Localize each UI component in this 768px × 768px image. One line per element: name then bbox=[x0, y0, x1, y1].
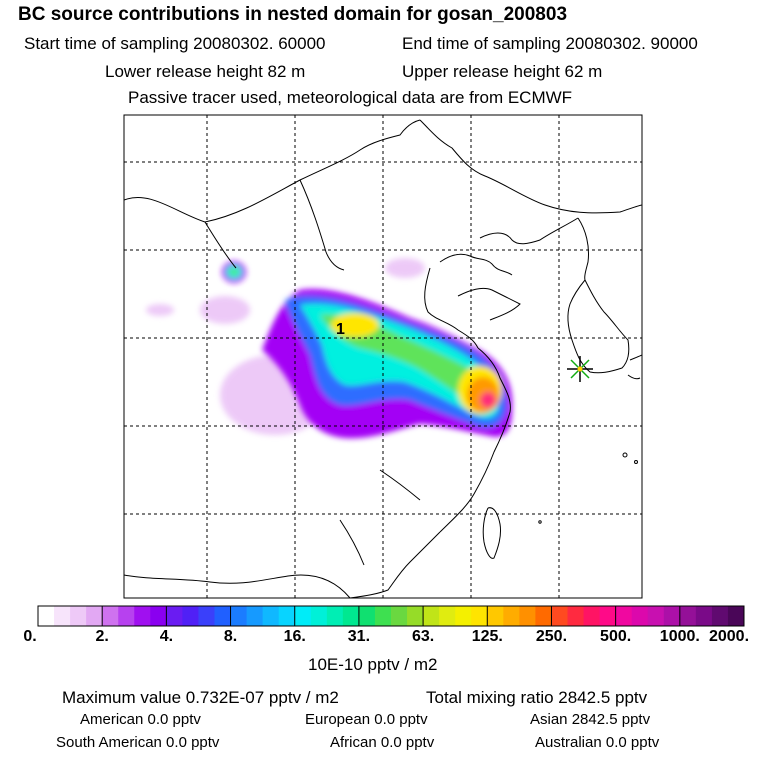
colorbar-swatch bbox=[599, 606, 617, 626]
colorbar-swatch bbox=[374, 606, 392, 626]
colorbar-tick-label: 1000. bbox=[659, 628, 700, 645]
plume-hot-spot bbox=[480, 392, 496, 408]
colorbar-tick-label: 4. bbox=[159, 628, 174, 645]
colorbar-swatch bbox=[423, 606, 440, 626]
plume-fringe-north bbox=[385, 258, 425, 278]
colorbar-swatch bbox=[54, 606, 71, 626]
colorbar-swatch bbox=[455, 606, 472, 626]
colorbar-swatch bbox=[487, 606, 504, 626]
colorbar-swatch bbox=[246, 606, 264, 626]
colorbar-swatch bbox=[615, 606, 633, 626]
colorbar-swatch bbox=[134, 606, 151, 626]
page-title: BC source contributions in nested domain… bbox=[18, 4, 568, 25]
colorbar-swatch bbox=[262, 606, 280, 626]
colorbar-swatch bbox=[551, 606, 568, 626]
colorbar-swatch bbox=[567, 606, 585, 626]
plume-fringe-far-west bbox=[146, 304, 174, 316]
total-mixing-ratio: Total mixing ratio 2842.5 pptv bbox=[426, 688, 648, 707]
colorbar-swatch bbox=[439, 606, 456, 626]
plume-yellow-core bbox=[331, 313, 379, 337]
colorbar-tick-label: 0. bbox=[23, 628, 37, 645]
grid-lines bbox=[124, 115, 642, 598]
colorbar-swatch bbox=[118, 606, 135, 626]
colorbar-tick-label: 500. bbox=[600, 628, 632, 645]
colorbar-swatch bbox=[230, 606, 248, 626]
colorbar-tick-label: 250. bbox=[535, 628, 568, 645]
start-time-label: Start time of sampling 20080302. 60000 bbox=[24, 34, 326, 53]
colorbar-swatch bbox=[326, 606, 344, 626]
plume-isolated-core bbox=[230, 269, 238, 275]
colorbar-tick-label: 16. bbox=[283, 628, 306, 645]
colorbar-swatch bbox=[519, 606, 536, 626]
colorbar-swatch bbox=[727, 606, 745, 626]
colorbar-swatch bbox=[278, 606, 296, 626]
colorbar-units: 10E-10 pptv / m2 bbox=[308, 655, 438, 674]
plume-fringe-patch bbox=[200, 296, 250, 324]
colorbar bbox=[37, 605, 745, 627]
european-contribution: European 0.0 pptv bbox=[305, 711, 428, 728]
colorbar-swatch bbox=[166, 606, 183, 626]
colorbar-swatch bbox=[391, 606, 408, 626]
south-american-contribution: South American 0.0 pptv bbox=[56, 734, 220, 751]
colorbar-swatch bbox=[150, 606, 167, 626]
colorbar-tick-label: 8. bbox=[223, 628, 238, 645]
lower-release-label: Lower release height 82 m bbox=[105, 62, 306, 81]
asian-contribution: Asian 2842.5 pptv bbox=[530, 711, 651, 728]
american-contribution: American 0.0 pptv bbox=[80, 711, 201, 728]
colorbar-swatch bbox=[695, 606, 713, 626]
map-frame bbox=[123, 114, 643, 599]
upper-release-label: Upper release height 62 m bbox=[402, 62, 603, 81]
end-time-label: End time of sampling 20080302. 90000 bbox=[402, 34, 698, 53]
colorbar-swatch bbox=[70, 606, 87, 626]
tracer-note: Passive tracer used, meteorological data… bbox=[128, 88, 573, 107]
colorbar-swatch bbox=[631, 606, 649, 626]
colorbar-swatch bbox=[679, 606, 697, 626]
colorbar-tick-label: 2. bbox=[95, 628, 109, 645]
plume-layer bbox=[146, 258, 513, 439]
colorbar-frame bbox=[37, 605, 745, 627]
colorbar-swatch bbox=[86, 606, 103, 626]
colorbar-tick-label: 31. bbox=[347, 628, 371, 645]
colorbar-tick-label: 63. bbox=[411, 628, 435, 645]
colorbar-swatch bbox=[535, 606, 552, 626]
colorbar-swatch bbox=[102, 606, 119, 626]
maximum-value: Maximum value 0.732E-07 pptv / m2 bbox=[62, 688, 339, 707]
colorbar-swatch bbox=[342, 606, 360, 626]
colorbar-swatch bbox=[407, 606, 424, 626]
source-marker-label: 1 bbox=[336, 321, 345, 338]
receptor-star-icon bbox=[567, 356, 593, 382]
colorbar-swatch bbox=[663, 606, 681, 626]
colorbar-swatch bbox=[358, 606, 376, 626]
colorbar-swatch bbox=[583, 606, 601, 626]
colorbar-swatch bbox=[647, 606, 665, 626]
colorbar-swatch bbox=[214, 606, 232, 626]
coastline-layer bbox=[124, 119, 642, 598]
colorbar-swatch bbox=[38, 606, 55, 626]
african-contribution: African 0.0 pptv bbox=[330, 734, 435, 751]
plume-green bbox=[320, 314, 494, 410]
colorbar-swatch bbox=[182, 606, 199, 626]
colorbar-tick-label: 125. bbox=[471, 628, 503, 645]
colorbar-swatch bbox=[198, 606, 215, 626]
australian-contribution: Australian 0.0 pptv bbox=[535, 734, 660, 751]
colorbar-swatch bbox=[471, 606, 488, 626]
colorbar-swatch bbox=[294, 606, 312, 626]
colorbar-swatch bbox=[711, 606, 729, 626]
colorbar-tick-label: 2000. bbox=[708, 628, 750, 645]
colorbar-swatch bbox=[310, 606, 328, 626]
colorbar-swatch bbox=[503, 606, 520, 626]
